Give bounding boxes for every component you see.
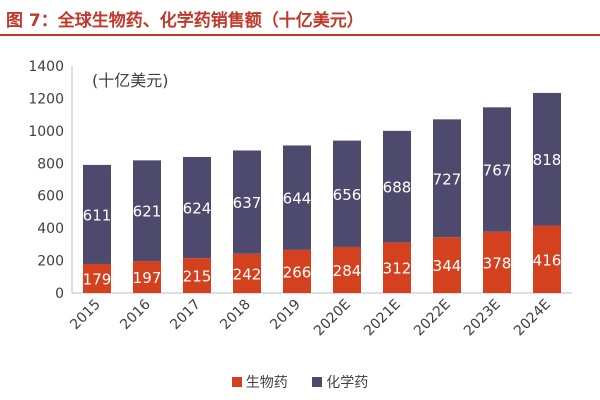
bar-segment-biologic	[233, 253, 261, 293]
data-label: 284	[333, 262, 362, 280]
y-tick-label: 600	[37, 189, 64, 205]
y-tick-label: 200	[37, 254, 64, 270]
bar-segment-biologic	[533, 225, 561, 293]
bar-segment-chemical	[183, 156, 211, 259]
bar-segment-biologic	[383, 242, 411, 293]
bar-segment-chemical	[233, 150, 261, 254]
bar-segment-chemical	[433, 119, 461, 238]
bar-segment-biologic	[333, 246, 361, 293]
data-label: 242	[233, 265, 262, 283]
x-tick-label: 2018	[217, 297, 254, 334]
data-label: 266	[283, 263, 312, 281]
x-tick-label: 2022E	[411, 297, 454, 340]
data-label: 312	[383, 260, 412, 278]
bar-segment-chemical	[283, 145, 311, 250]
data-label: 656	[333, 186, 362, 204]
legend-swatch-biologic	[231, 377, 242, 387]
data-label: 624	[183, 200, 212, 218]
x-tick-label: 2017	[167, 297, 204, 334]
legend-label-biologic: 生物药	[245, 375, 288, 391]
data-label: 688	[383, 179, 412, 197]
data-label: 197	[133, 269, 162, 287]
y-tick-label: 0	[55, 286, 64, 302]
x-tick-label: 2015	[67, 297, 104, 334]
data-label: 818	[533, 151, 562, 169]
data-label: 644	[283, 190, 312, 208]
bar-segment-biologic	[133, 261, 161, 293]
y-tick-label: 1200	[28, 91, 64, 107]
legend-label-chemical: 化学药	[326, 375, 369, 391]
x-tick-label: 2021E	[361, 297, 404, 340]
x-tick-label: 2020E	[311, 297, 354, 340]
y-tick-label: 1400	[28, 59, 64, 75]
bar-segment-biologic	[433, 237, 461, 293]
y-tick-label: 1000	[28, 124, 64, 140]
legend-item-biologic: 生物药	[231, 372, 288, 392]
data-label: 767	[483, 162, 512, 180]
bar-segment-biologic	[83, 263, 111, 293]
data-label: 344	[433, 257, 462, 275]
data-label: 215	[183, 268, 212, 286]
bar-segment-chemical	[133, 160, 161, 262]
x-tick-label: 2024E	[511, 297, 554, 340]
x-tick-label: 2016	[117, 296, 154, 333]
bar-segment-biologic	[283, 249, 311, 293]
y-tick-label: 400	[37, 221, 64, 237]
bar-segment-chemical	[83, 164, 111, 264]
x-tick-label: 2019	[267, 297, 304, 334]
data-label: 416	[533, 251, 562, 269]
title-underline	[0, 34, 600, 36]
legend-item-chemical: 化学药	[312, 372, 368, 392]
chart-title: 图 7：全球生物药、化学药销售额（十亿美元）	[6, 11, 364, 31]
bar-segment-biologic	[483, 231, 511, 293]
bar-segment-chemical	[533, 92, 561, 226]
data-label: 727	[433, 170, 462, 188]
bar-segment-chemical	[383, 130, 411, 243]
data-label: 637	[233, 194, 262, 212]
data-label: 611	[83, 206, 112, 224]
bar-segment-chemical	[333, 140, 361, 247]
legend-swatch-chemical	[312, 377, 323, 387]
y-tick-label: 800	[37, 156, 64, 172]
bar-segment-biologic	[183, 258, 211, 293]
x-tick-label: 2023E	[461, 297, 504, 340]
data-label: 179	[83, 270, 112, 288]
unit-label: (十亿美元)	[92, 71, 169, 90]
data-label: 621	[133, 203, 162, 221]
data-label: 378	[483, 254, 512, 272]
legend: 生物药 化学药	[0, 372, 600, 392]
bar-segment-chemical	[483, 107, 511, 232]
